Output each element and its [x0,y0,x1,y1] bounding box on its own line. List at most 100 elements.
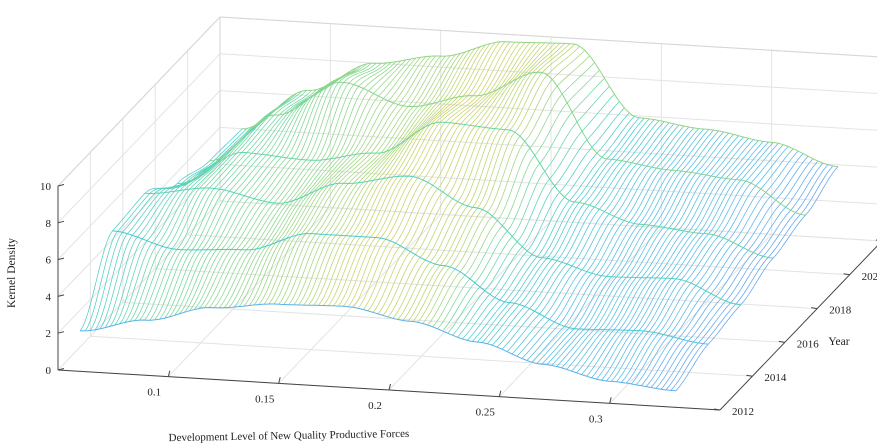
x-tick-label: 0.2 [368,400,382,412]
mesh-line-year [194,67,357,310]
mesh-line-year [630,148,794,385]
mesh-line-year [154,89,317,321]
mesh-line-year [422,49,585,324]
mesh-line-year [223,62,387,308]
mesh-line-year [268,55,431,305]
x-axis-label: Development Level of New Quality Product… [169,428,410,443]
mesh-line-year [486,118,650,344]
mesh-line-year [174,79,337,316]
mesh-line-year [362,42,526,310]
mesh-line-year [621,144,784,383]
y-tick-label: 2018 [829,305,852,317]
mesh-line-year [586,138,749,377]
mesh-line-year [189,70,352,312]
grid-line-y [122,301,785,343]
mesh-line-year [571,134,734,372]
mesh-line-year [611,142,774,382]
mesh-line-year [263,56,427,305]
mesh-line-year [169,82,332,318]
y-axis-line [719,245,877,411]
mesh-line-year [328,43,491,306]
mesh-line-year [457,101,620,338]
mesh-line-year [164,85,327,319]
axes: 0 2 4 6 8 10 0.1 0.15 0.2 0.25 0.3 2012 2014 2016 2018… [40,181,877,425]
mesh-line-year [506,122,670,352]
mesh-line-year [521,125,685,359]
mesh-line-year [139,90,302,321]
mesh-line-year [496,120,660,348]
x-tick-mark [498,390,502,397]
mesh-line-year [660,162,824,390]
mesh-line-year [481,117,645,343]
mesh-line-year [308,49,471,306]
mesh-line-year [382,42,546,316]
z-tick-mark [57,368,65,371]
mesh-line-year [596,140,759,380]
mesh-line-year [258,57,422,305]
mesh-line-year [213,62,377,308]
mesh-line-year [601,141,764,381]
y-tick-label: 2014 [764,372,787,384]
grid-line-z [219,163,877,205]
mesh-line-year [581,136,744,375]
grid-line-x [609,233,773,404]
z-tick-mark [57,220,65,224]
mesh-line-year [372,42,536,313]
axis-grid [57,16,877,411]
mesh-line-year [352,41,516,308]
mesh-line-year [501,121,665,350]
mesh-line-year [293,54,456,306]
mesh-line-year [253,57,417,306]
mesh-line-series [177,121,774,259]
mesh-line-year [94,123,258,331]
y-axis-label: Year [828,336,849,348]
grid-line-x [167,207,331,378]
mesh-line-year [208,62,372,308]
mesh-line-year [318,46,481,306]
mesh-line-year [516,124,680,357]
mesh-line-year [407,43,571,322]
mesh-line-year [357,42,521,309]
mesh-line-year [298,53,461,306]
z-tick-label: 6 [46,255,52,267]
mesh-line-year [387,42,551,318]
z-tick-label: 10 [40,181,52,193]
mesh-line-year [278,55,441,305]
mesh-line-year [442,77,605,332]
mesh-line-year [477,117,640,343]
mesh-line-year [670,165,834,391]
grid-line-y [219,200,877,242]
mesh-line-year [149,90,312,321]
mesh-line-year [303,51,466,306]
mesh-line-year [337,41,501,307]
mesh-line-year [531,127,695,363]
mesh-line-series [242,41,838,168]
mesh-line-year [576,135,739,374]
z-axis-label: Kernel Density [6,238,18,308]
y-tick-label: 2020 [862,271,877,283]
grid-line-x [498,227,662,398]
mesh-line-year [313,48,476,306]
mesh-line-year [288,55,451,305]
mesh-line-year [377,42,541,315]
mesh-line-year [397,42,561,320]
z-tick-mark [57,294,65,297]
mesh-line-year [491,119,655,346]
mesh-line-year [556,130,719,367]
axis-labels: Development Level of New Quality Product… [6,238,850,443]
mesh-line-year [218,62,382,309]
grid-line-z [57,200,221,371]
mesh-line-year [675,166,839,392]
mesh-line-year [591,139,754,379]
mesh-line-year [144,90,307,321]
y-tick-mark [746,374,753,377]
mesh-line-series [80,303,676,392]
mesh-line-year [417,45,580,323]
mesh-line-year [402,43,566,321]
y-tick-label: 2012 [732,406,754,418]
z-tick-mark [57,184,65,187]
mesh-line-year [323,44,486,306]
x-tick-label: 0.3 [589,413,603,425]
x-tick-mark [167,370,171,377]
